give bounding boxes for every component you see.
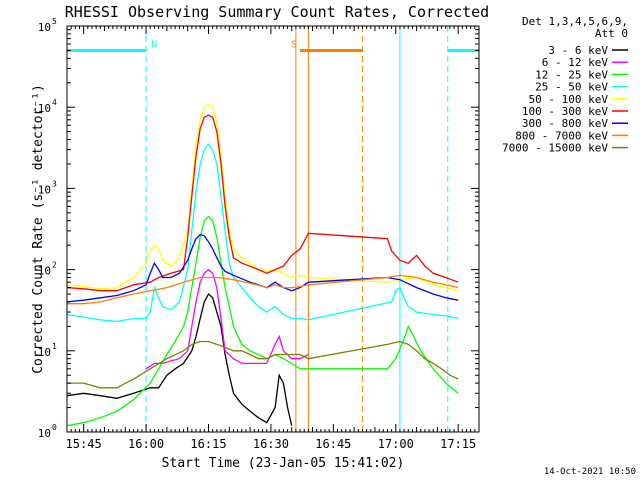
y-tick-exponent: 5 bbox=[52, 17, 57, 26]
y-tick-exponent: 1 bbox=[52, 342, 57, 351]
y-tick-exponent: 2 bbox=[52, 261, 57, 270]
y-axis-label: Corrected Count Rate (s⁻¹ detector⁻¹) bbox=[31, 84, 46, 374]
legend-entry-label: 25 - 50 keV bbox=[535, 81, 608, 94]
plot-frame bbox=[66, 25, 480, 433]
y-tick-exponent: 0 bbox=[52, 423, 57, 432]
legend-entry-label: 7000 - 15000 keV bbox=[502, 142, 608, 155]
legend-entry-label: 800 - 7000 keV bbox=[515, 129, 608, 142]
x-tick-label: 16:45 bbox=[315, 437, 351, 451]
x-tick-label: 16:15 bbox=[190, 437, 226, 451]
legend-entry-label: 12 - 25 keV bbox=[535, 68, 608, 81]
y-tick-label: 10 bbox=[38, 346, 51, 359]
series-line bbox=[66, 143, 459, 323]
legend-entry-label: 6 - 12 keV bbox=[542, 56, 609, 69]
legend-header: Det 1,3,4,5,6,9, bbox=[522, 15, 628, 28]
y-tick-label: 10 bbox=[38, 265, 51, 278]
y-tick-label: 10 bbox=[38, 427, 51, 440]
y-tick-label: 10 bbox=[38, 102, 51, 115]
x-tick-label: 17:15 bbox=[440, 437, 476, 451]
series-line bbox=[66, 233, 459, 303]
x-tick-label: 17:00 bbox=[378, 437, 414, 451]
series-line bbox=[66, 114, 459, 292]
x-axis: 15:45 16:00 16:15 16:30 16:45 17:00 17:15 bbox=[66, 26, 480, 451]
annotation-label-S: S bbox=[291, 39, 297, 50]
x-tick-label: 16:30 bbox=[253, 437, 289, 451]
legend-header: Att 0 bbox=[595, 27, 628, 40]
series-line bbox=[66, 292, 293, 426]
legend-entry-label: 50 - 100 keV bbox=[529, 93, 609, 106]
series-line bbox=[145, 268, 309, 370]
legend-entry-label: 3 - 6 keV bbox=[548, 44, 608, 57]
y-tick-exponent: 3 bbox=[52, 179, 57, 188]
series-line bbox=[66, 102, 459, 292]
y-tick-label: 10 bbox=[38, 183, 51, 196]
y-tick-label: 10 bbox=[38, 21, 51, 34]
y-tick-exponent: 4 bbox=[52, 98, 57, 107]
series-line bbox=[67, 340, 459, 389]
chart-title: RHESSI Observing Summary Count Rates, Co… bbox=[65, 3, 489, 21]
series-line bbox=[67, 274, 459, 305]
x-axis-label: Start Time (23-Jan-05 15:41:02) bbox=[162, 456, 405, 471]
footer-timestamp: 14-Oct-2021 10:50 bbox=[544, 467, 636, 477]
x-tick-label: 15:45 bbox=[66, 437, 102, 451]
legend-entry-label: 100 - 300 keV bbox=[522, 105, 608, 118]
x-tick-label: 16:00 bbox=[128, 437, 164, 451]
legend-entry-label: 300 - 800 keV bbox=[522, 117, 608, 130]
annotation-label-N: N bbox=[151, 39, 157, 50]
